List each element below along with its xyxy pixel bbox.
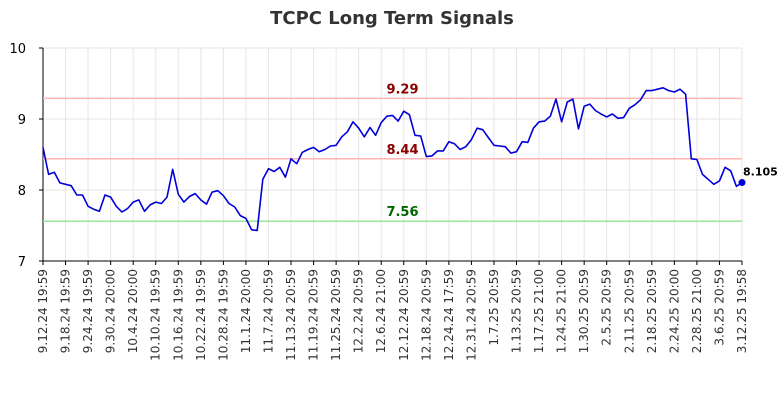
x-tick-label: 1.24.25 21:00 <box>555 269 569 353</box>
x-tick-label: 10.28.24 19:59 <box>216 269 230 361</box>
x-tick-label: 11.13.24 20:59 <box>284 269 298 361</box>
x-tick-label: 10.4.24 20:00 <box>126 269 140 353</box>
grid <box>42 47 743 262</box>
x-tick-label: 9.12.24 19:59 <box>36 269 50 353</box>
x-tick-label: 1.17.25 21:00 <box>532 269 546 353</box>
y-tick-label: 8 <box>18 184 26 199</box>
chart-title: TCPC Long Term Signals <box>270 8 514 29</box>
last-value-label: 8.105 <box>743 166 778 179</box>
last-point-marker <box>738 179 746 187</box>
x-tick-label: 12.31.24 20:59 <box>464 269 478 361</box>
x-tick-label: 2.5.25 20:59 <box>600 269 614 346</box>
x-tick-label: 11.7.24 20:59 <box>261 269 275 353</box>
x-tick-label: 2.18.25 20:59 <box>645 269 659 353</box>
x-tick-label: 11.25.24 20:59 <box>329 269 343 361</box>
price-series: 8.105 <box>42 87 778 232</box>
y-tick-label: 9 <box>18 113 26 128</box>
x-tick-label: 2.24.25 20:00 <box>667 269 681 353</box>
signal-label: 8.44 <box>386 143 418 158</box>
x-tick-label: 10.10.24 19:59 <box>149 269 163 361</box>
y-tick-label: 10 <box>9 42 26 57</box>
x-tick-label: 9.18.24 19:59 <box>59 269 73 353</box>
x-tick-label: 11.1.24 20:00 <box>239 269 253 353</box>
x-tick-label: 9.30.24 20:00 <box>104 269 118 353</box>
x-tick-label: 3.12.25 19:58 <box>735 269 749 353</box>
axes <box>39 47 743 265</box>
signal-label: 7.56 <box>386 205 418 220</box>
x-tick-label: 9.24.24 19:59 <box>81 269 95 353</box>
x-tick-label: 1.13.25 20:59 <box>510 269 524 353</box>
x-tick-label: 1.7.25 20:59 <box>487 269 501 346</box>
signal-label: 9.29 <box>386 82 418 97</box>
x-tick-labels: 9.12.24 19:59 9.18.24 19:59 9.24.24 19:59 9… <box>36 269 749 361</box>
x-tick-label: 3.6.25 20:59 <box>712 269 726 346</box>
x-tick-label: 2.11.25 20:59 <box>622 269 636 353</box>
x-tick-label: 1.30.25 20:59 <box>577 269 591 353</box>
x-tick-label: 10.16.24 19:59 <box>171 269 185 361</box>
x-tick-label: 10.22.24 19:59 <box>194 269 208 361</box>
x-tick-label: 11.19.24 20:59 <box>307 269 321 361</box>
x-tick-label: 12.24.24 17:59 <box>442 269 456 361</box>
x-tick-label: 12.12.24 20:59 <box>397 269 411 361</box>
y-tick-labels: 7 8 9 10 <box>9 42 26 270</box>
price-line <box>42 87 743 232</box>
y-tick-label: 7 <box>18 255 26 270</box>
x-tick-label: 12.2.24 20:59 <box>352 269 366 353</box>
signal-lines: 9.29 8.44 7.56 <box>43 82 742 222</box>
x-tick-label: 12.18.24 20:59 <box>419 269 433 361</box>
x-tick-label: 12.6.24 21:00 <box>374 269 388 353</box>
x-tick-label: 2.28.25 21:00 <box>690 269 704 353</box>
